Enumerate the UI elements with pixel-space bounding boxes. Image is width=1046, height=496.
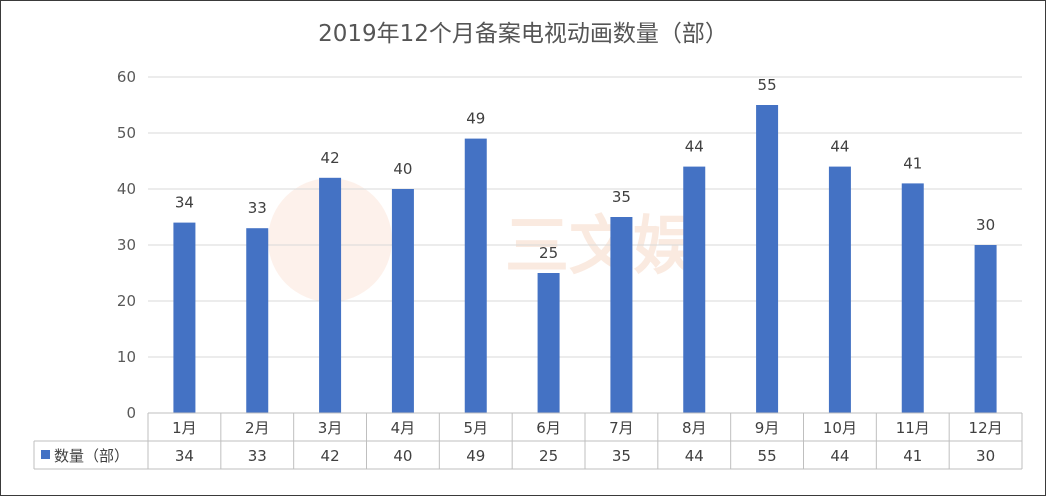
x-category-label: 10月 [823,419,857,437]
x-category-label: 8月 [682,419,707,437]
bar [610,217,633,413]
bar [756,105,779,413]
table-value-cell: 49 [466,447,485,465]
data-label: 34 [175,194,194,212]
watermark: 三文娱 [268,178,697,302]
table-value-cell: 30 [976,447,995,465]
table-value-cell: 42 [321,447,340,465]
data-label: 44 [685,138,704,156]
table-value-cell: 35 [612,447,631,465]
table-value-cell: 40 [393,447,412,465]
data-label: 49 [466,110,485,128]
table-value-cell: 34 [175,447,194,465]
data-label: 35 [612,188,631,206]
table-value-cell: 41 [903,447,922,465]
data-label: 25 [539,244,558,262]
data-label: 30 [976,216,995,234]
bar [828,166,851,413]
data-label: 42 [321,149,340,167]
table-value-cell: 25 [539,447,558,465]
data-label: 33 [248,199,267,217]
y-tick-label: 0 [126,404,136,422]
x-category-label: 3月 [318,419,343,437]
table-value-cell: 33 [248,447,267,465]
y-tick-label: 20 [117,292,136,310]
x-category-label: 1月 [172,419,197,437]
x-category-label: 5月 [463,419,488,437]
bar [683,166,706,413]
legend-series-name: 数量（部） [54,447,129,465]
data-label: 40 [393,160,412,178]
chart-title: 2019年12个月备案电视动画数量（部） [318,21,728,47]
bar [391,189,414,413]
y-tick-label: 30 [117,236,136,254]
table-value-cell: 44 [685,447,704,465]
bar [974,245,997,413]
x-category-label: 6月 [536,419,561,437]
bars: 34 33 42 40 49 25 35 44 55 44 41 30 [173,76,997,413]
x-category-label: 4月 [391,419,416,437]
bar [246,228,269,413]
gridlines [148,76,1022,414]
data-label: 55 [758,76,777,94]
watermark-text: 三文娱 [505,210,697,284]
x-category-label: 7月 [609,419,634,437]
bar [464,138,487,413]
x-category-label: 12月 [969,419,1003,437]
bar [319,177,342,413]
x-category-label: 9月 [755,419,780,437]
bar [901,183,924,413]
data-label: 44 [830,138,849,156]
data-label: 41 [903,154,922,172]
y-tick-label: 50 [117,124,136,142]
y-tick-label: 60 [117,68,136,86]
table-value-cell: 55 [758,447,777,465]
bar [173,222,196,413]
x-category-label: 11月 [896,419,930,437]
legend-swatch [41,450,50,459]
table-value-cell: 44 [830,447,849,465]
y-tick-label: 10 [117,348,136,366]
data-table: 1月 34 2月 33 3月 42 4月 40 5月 49 6月 25 7月 35 8月 44 9月 55 10月 4… [33,412,1023,470]
x-category-label: 2月 [245,419,270,437]
y-axis: 0 10 20 30 40 50 60 [117,68,136,422]
bar [537,273,560,413]
y-tick-label: 40 [117,180,136,198]
